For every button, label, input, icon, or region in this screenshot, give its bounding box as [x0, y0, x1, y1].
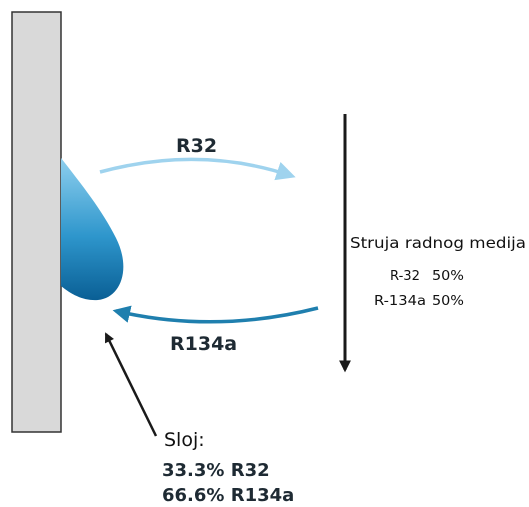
- r134a-arrow: [112, 305, 319, 324]
- flow-r134a-name: R-134a: [374, 294, 426, 309]
- r32-label: R32: [176, 135, 217, 157]
- r134a-label: R134a: [170, 333, 237, 355]
- wall: [11, 11, 62, 433]
- layer-title: Sloj:: [164, 429, 205, 451]
- flow-title: Struja radnog medija: [350, 234, 526, 252]
- layer-r32: 33.3% R32: [162, 460, 270, 481]
- layer-pointer-arrow: [104, 332, 158, 437]
- condensate-droplet: [61, 158, 124, 301]
- flow-r32-name: R-32: [390, 269, 420, 284]
- flow-r134a-percent: 50%: [432, 294, 464, 309]
- flow-r32-percent: 50%: [432, 269, 464, 284]
- layer-r134a: 66.6% R134a: [162, 485, 294, 506]
- r32-arrow: [99, 157, 296, 181]
